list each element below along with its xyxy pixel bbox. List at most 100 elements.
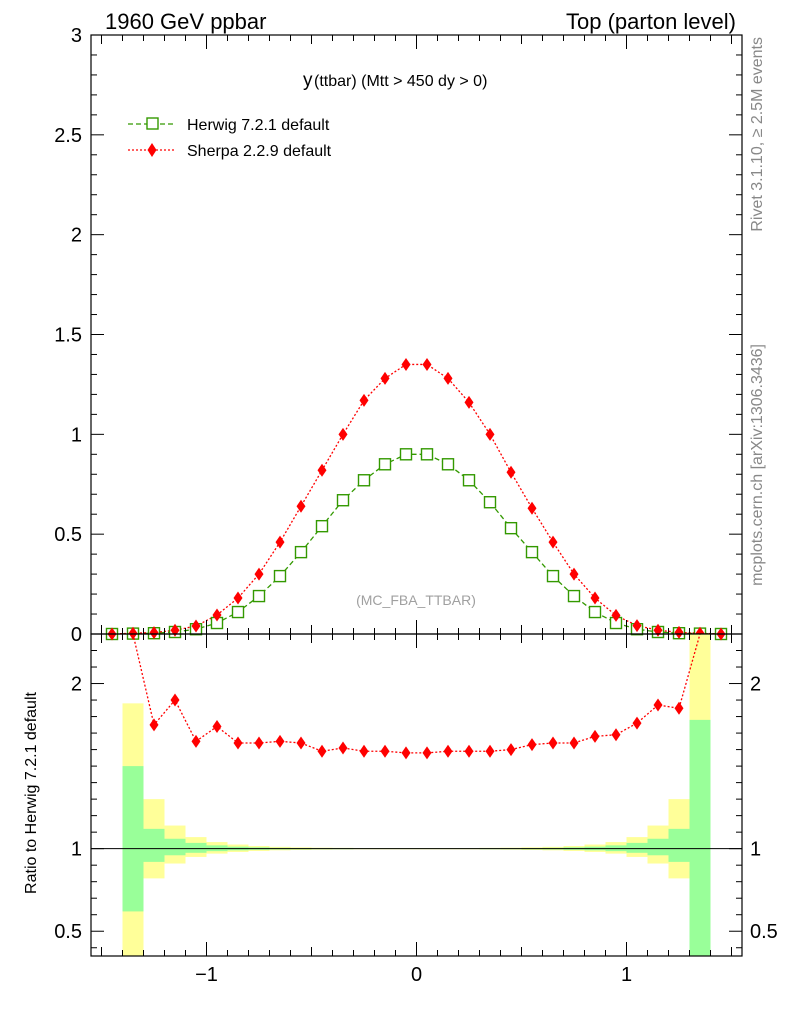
band-inner [122, 766, 144, 912]
herwig-point [252, 589, 266, 603]
sherpa-point [296, 499, 306, 513]
ratio-marks [132, 633, 701, 760]
main-panel: 0 0.5 1 1.5 2 2.5 3 y (ttbar) (Mtt > 450 dy > … [54, 25, 743, 646]
herwig-point [420, 448, 434, 461]
sherpa-ratio-point [443, 744, 453, 758]
ratio-ytick-label-right: 1 [750, 839, 761, 861]
sherpa-point [191, 619, 201, 633]
band-inner [647, 838, 669, 856]
main-ytick-label: 1.5 [54, 325, 82, 347]
ratio-ytick-label-right: 2 [750, 674, 761, 696]
sherpa-ratio-point [380, 744, 390, 758]
herwig-point [294, 545, 308, 559]
main-ytick-label: 2 [71, 225, 82, 247]
legend: Herwig 7.2.1 default Sherpa 2.2.9 defaul… [128, 117, 332, 160]
sherpa-point [317, 463, 327, 477]
sherpa-ratio-point [233, 736, 243, 750]
sherpa-point [590, 591, 600, 605]
sherpa-ratio-point [485, 744, 495, 758]
sherpa-point [212, 608, 222, 622]
legend-herwig-label: Herwig 7.2.1 default [187, 117, 330, 134]
sherpa-point [485, 427, 495, 441]
band-inner [626, 842, 648, 853]
sherpa-ratio-line [132, 633, 701, 754]
legend-sherpa-label: Sherpa 2.2.9 default [187, 143, 332, 160]
sherpa-ratio-point [170, 693, 180, 707]
band-inner [668, 828, 690, 862]
herwig-point [231, 605, 245, 619]
herwig-point [336, 494, 350, 507]
ratio-xtick-label: 1 [621, 964, 632, 986]
herwig-point [441, 458, 455, 471]
herwig-point [525, 545, 539, 559]
herwig-point [357, 474, 371, 487]
ratio-ytick-label: 0.5 [54, 921, 82, 943]
sherpa-ratio-point [275, 734, 285, 748]
main-ytick-label: 2.5 [54, 125, 82, 147]
watermark-label: (MC_FBA_TTBAR) [356, 592, 476, 608]
side-rivet-text: Rivet 3.1.10, ≥ 2.5M events [749, 37, 766, 232]
herwig-point [483, 496, 497, 509]
sherpa-ratio-point [317, 744, 327, 758]
right-title: Top (parton level) [566, 9, 736, 34]
herwig-point [588, 605, 602, 619]
sherpa-point [380, 371, 390, 385]
band-inner [143, 828, 165, 862]
sherpa-point [569, 567, 579, 581]
sherpa-ratio-point [464, 744, 474, 758]
sherpa-point [422, 357, 432, 371]
sherpa-point [359, 393, 369, 407]
sherpa-ratio-point [191, 734, 201, 748]
band-inner [689, 719, 711, 956]
ratio-ytick-label: 2 [71, 674, 82, 696]
band-inner [164, 838, 186, 856]
sherpa-point [338, 427, 348, 441]
sherpa-ratio-point [611, 728, 621, 742]
legend-herwig-marker [146, 117, 159, 130]
sherpa-ratio-point [338, 741, 348, 755]
sherpa-ratio-point [254, 736, 264, 750]
sherpa-point [674, 625, 684, 639]
band-inner [185, 842, 207, 853]
sherpa-ratio-point [527, 738, 537, 752]
sherpa-ratio-point [296, 736, 306, 750]
sherpa-point [233, 591, 243, 605]
herwig-point [546, 569, 560, 583]
sherpa-point [275, 535, 285, 549]
sherpa-point [611, 608, 621, 622]
sherpa-ratio-point [674, 701, 684, 715]
ratio-y-axis-label: Ratio to Herwig 7.2.1 default [23, 692, 40, 894]
ratio-panel: 0.5 0.5 1 1 2 2 −1 0 1 Ratio to Herwig 7.2.1 def… [23, 633, 778, 986]
sherpa-point [632, 619, 642, 633]
sherpa-ratio-point [548, 736, 558, 750]
herwig-point [399, 448, 413, 461]
herwig-point [462, 474, 476, 487]
sherpa-point [527, 501, 537, 515]
ratio-ytick-label-right: 0.5 [750, 921, 778, 943]
main-ytick-label: 3 [71, 25, 82, 47]
sherpa-ratio-point [212, 719, 222, 733]
main-marks [105, 357, 728, 641]
sherpa-point [506, 465, 516, 479]
main-ytick-label: 1 [71, 424, 82, 446]
main-ytick-label: 0.5 [54, 524, 82, 546]
ratio-xtick-label: −1 [195, 964, 218, 986]
ratio-ytick-label: 1 [71, 839, 82, 861]
plot-title-main: y [303, 70, 313, 91]
left-title: 1960 GeV ppbar [105, 9, 266, 34]
herwig-point [273, 569, 287, 583]
sherpa-ratio-point [590, 729, 600, 743]
main-ytick-label: 0 [71, 624, 82, 646]
sherpa-point [464, 395, 474, 409]
sherpa-ratio-point [422, 746, 432, 760]
sherpa-point [548, 535, 558, 549]
sherpa-ratio-point [569, 736, 579, 750]
ratio-xtick-label: 0 [411, 964, 422, 986]
herwig-point [504, 521, 518, 535]
ratio-frame [90, 633, 743, 957]
plot-title-rest: (ttbar) (Mtt > 450 dy > 0) [314, 73, 487, 90]
ratio-bands [122, 634, 711, 956]
sherpa-point [401, 357, 411, 371]
sherpa-point [254, 567, 264, 581]
